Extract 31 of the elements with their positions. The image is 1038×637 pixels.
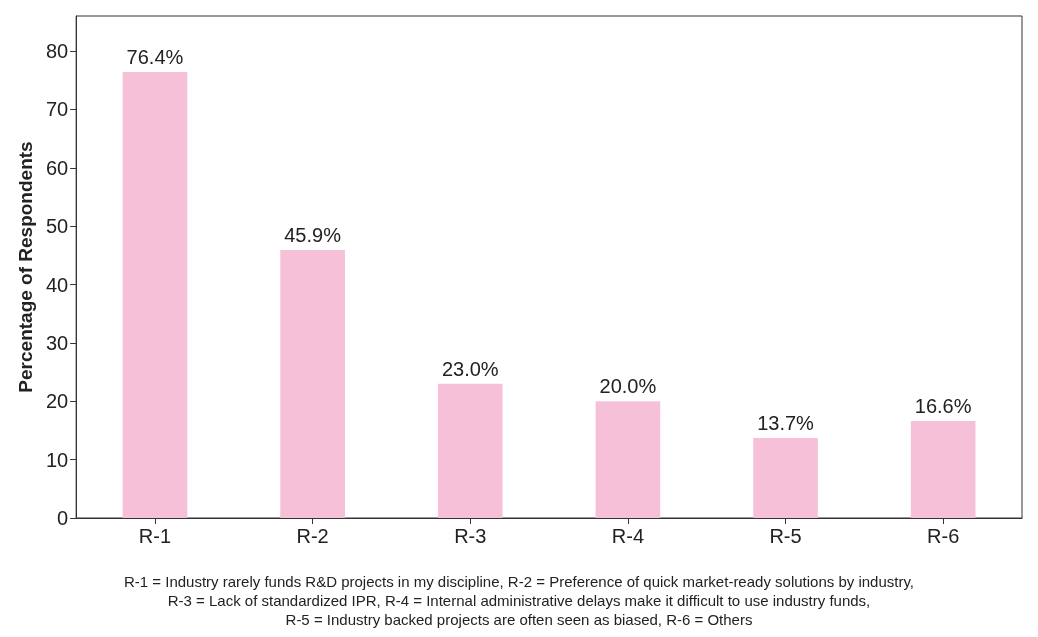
x-tick-label: R-2 [296, 525, 329, 547]
y-tick-label: 80 [45, 40, 69, 63]
data-label: 45.9% [284, 224, 342, 247]
text: R-1 = Industry rarely funds R&D projects in my discipline, R-2 = Preference of quick market-ready solutions by industry, [123, 573, 915, 590]
x-tick-label: R-1 [138, 525, 172, 547]
data-label: 13.7% [757, 412, 815, 435]
data-label: 16.6% [914, 395, 972, 418]
y-axis-title: Percentage of Respondents [15, 141, 36, 393]
x-tick-label: R-5 [769, 525, 802, 547]
bar [437, 383, 503, 518]
bar [910, 421, 976, 518]
y-tick-label: 40 [45, 273, 69, 296]
bar [122, 72, 188, 518]
data-label: 23.0% [441, 357, 499, 380]
bar [753, 438, 818, 518]
y-tick-label: 50 [45, 215, 69, 238]
data-label: 20.0% [599, 375, 657, 398]
y-tick-label: 30 [45, 331, 69, 354]
y-tick-label: 60 [45, 156, 69, 179]
y-tick-label: 70 [45, 98, 69, 121]
y-tick-label: 0 [57, 507, 69, 529]
text: R-3 = Lack of standardized IPR, R-4 = Internal administrative delays make it difficult to use industry funds, [167, 592, 871, 609]
y-tick-label: 10 [45, 448, 69, 471]
x-tick-label: R-6 [927, 525, 960, 547]
x-tick-label: R-4 [611, 525, 645, 547]
data-label: 76.4% [126, 46, 184, 69]
bar [595, 401, 661, 518]
x-tick-label: R-3 [454, 525, 487, 547]
text: R-5 = Industry backed projects are often seen as biased, R-6 = Others [285, 611, 753, 628]
y-tick-label: 20 [45, 390, 69, 413]
bar [280, 250, 345, 518]
